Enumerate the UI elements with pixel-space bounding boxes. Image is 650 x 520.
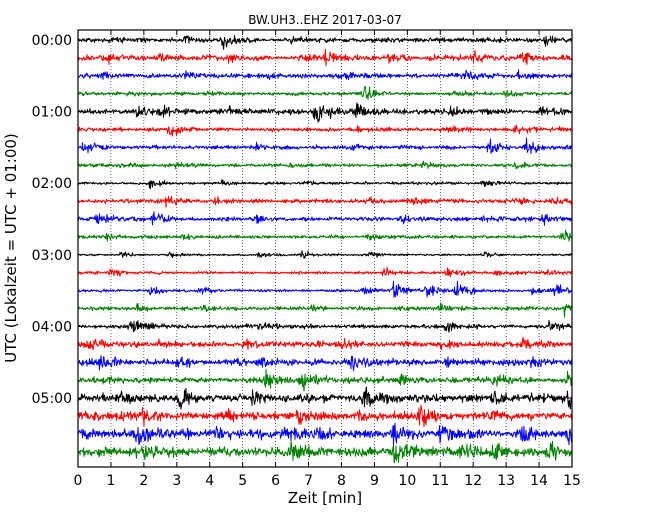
trace-0215 [77, 195, 573, 208]
x-tick-label: 12 [464, 473, 482, 489]
trace-0530 [77, 422, 573, 446]
chart-title: BW.UH3..EHZ 2017-03-07 [248, 13, 402, 27]
y-tick-label: 04:00 [32, 319, 72, 335]
trace-0345 [78, 302, 573, 318]
trace-0500 [77, 386, 573, 410]
x-tick-label: 8 [337, 473, 346, 489]
y-axis-label: UTC (Lokalzeit = UTC + 01:00) [2, 133, 20, 363]
y-tick-label: 05:00 [32, 391, 72, 407]
x-tick-label: 7 [304, 473, 313, 489]
trace-0330 [77, 280, 573, 298]
trace-0230 [77, 211, 573, 226]
x-tick-label: 1 [106, 473, 115, 489]
x-tick-label: 9 [370, 473, 379, 489]
x-tick-label: 6 [271, 473, 280, 489]
y-tick-label: 02:00 [32, 176, 72, 192]
trace-0145 [77, 160, 573, 170]
x-tick-label: 2 [139, 473, 148, 489]
y-tick-label: 01:00 [32, 105, 72, 121]
x-tick-label: 0 [74, 473, 83, 489]
trace-0200 [77, 179, 573, 190]
trace-0315 [77, 266, 573, 277]
trace-0545 [77, 440, 573, 464]
y-tick-label: 00:00 [32, 33, 72, 49]
trace-0415 [77, 336, 573, 351]
x-tick-label: 15 [563, 473, 581, 489]
trace-0445 [77, 368, 573, 392]
trace-0400 [77, 320, 573, 333]
trace-0100 [77, 102, 573, 123]
trace-0300 [77, 250, 573, 259]
trace-0515 [77, 404, 573, 428]
trace-0130 [77, 137, 573, 154]
y-axis-ticks: 00:00 01:00 02:00 03:00 04:00 05:00 [32, 33, 572, 407]
x-tick-label: 5 [238, 473, 247, 489]
x-tick-label: 10 [398, 473, 416, 489]
y-tick-label: 03:00 [32, 248, 72, 264]
x-tick-label: 4 [205, 473, 214, 489]
trace-0000 [77, 35, 573, 50]
trace-0430 [77, 355, 573, 372]
x-tick-label: 3 [172, 473, 181, 489]
x-tick-label: 11 [431, 473, 449, 489]
trace-layer [77, 35, 573, 464]
plot-frame [77, 29, 573, 468]
trace-0045 [77, 86, 573, 100]
trace-0015 [77, 48, 573, 67]
trace-0115 [77, 124, 573, 137]
x-tick-label: 14 [530, 473, 548, 489]
x-tick-label: 13 [497, 473, 515, 489]
trace-0245 [77, 229, 573, 242]
x-axis-label: Zeit [min] [288, 489, 362, 507]
x-axis-ticks: 0 1 2 3 4 5 6 7 8 9 10 11 12 13 14 15 [74, 30, 581, 489]
trace-0030 [78, 69, 573, 80]
grid-lines [110, 30, 540, 467]
